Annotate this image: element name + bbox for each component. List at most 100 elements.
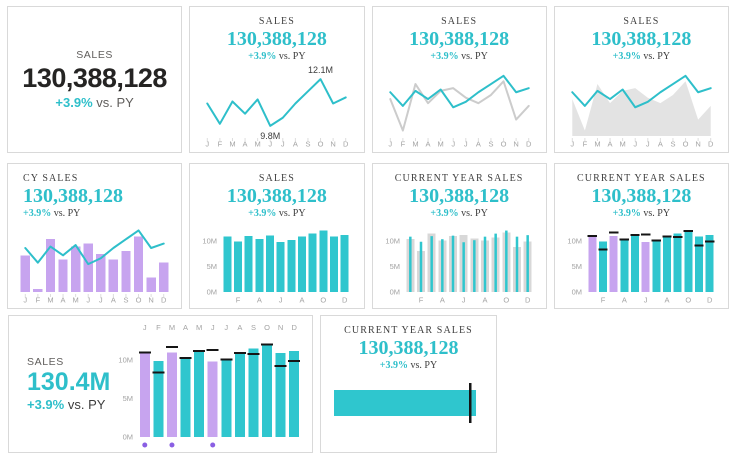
delta-compare: vs. PY <box>643 51 671 62</box>
kpi-delta: +3.9% vs. PY <box>321 360 496 371</box>
kpi-value: 130,388,128 <box>591 185 692 207</box>
svg-text:A: A <box>475 140 480 149</box>
svg-text:A: A <box>658 140 663 149</box>
svg-text:J: J <box>225 323 229 332</box>
svg-text:F: F <box>600 296 605 305</box>
svg-text:10M: 10M <box>119 356 134 365</box>
svg-text:M: M <box>437 140 443 149</box>
svg-text:N: N <box>148 296 153 305</box>
svg-text:J: J <box>388 140 392 149</box>
svg-text:M: M <box>196 323 202 332</box>
svg-text:J: J <box>461 296 465 305</box>
svg-text:M: M <box>619 140 625 149</box>
svg-text:J: J <box>644 296 648 305</box>
data-point-label: 9.8M <box>260 131 280 141</box>
svg-text:J: J <box>281 140 285 149</box>
delta-compare: vs. PY <box>461 208 488 219</box>
kpi-title: SALES <box>27 356 64 369</box>
kpi-card-bars-overlap[interactable]: CURRENT YEAR SALES 130,388,128 +3.9% vs.… <box>371 163 547 309</box>
svg-text:A: A <box>439 296 444 305</box>
svg-text:J: J <box>143 323 147 332</box>
svg-text:D: D <box>161 296 167 305</box>
svg-text:D: D <box>707 296 713 305</box>
svg-text:D: D <box>708 140 714 149</box>
sales-column-chart[interactable]: F A J A O D 10M 5M 0M <box>194 221 353 306</box>
card-header: CURRENT YEAR SALES 130,388,128 +3.9% vs.… <box>555 164 728 219</box>
delta-compare: vs. PY <box>96 94 134 110</box>
delta-compare: vs. PY <box>278 208 306 219</box>
delta-percent: +3.9% <box>379 360 408 371</box>
kpi-value: 130,388,128 <box>409 185 510 207</box>
kpi-delta: +3.9% vs. PY <box>27 397 110 412</box>
kpi-title: SALES <box>258 16 295 27</box>
svg-text:J: J <box>99 296 103 305</box>
sales-line-chart[interactable]: J F M A M J J A S O N D 12.1M 9.8M <box>198 64 355 150</box>
kpi-title: SALES <box>623 16 660 27</box>
kpi-value: 130,388,128 <box>22 63 167 94</box>
kpi-title: SALES <box>258 173 295 184</box>
svg-text:F: F <box>400 140 405 149</box>
svg-text:O: O <box>685 296 691 305</box>
kpi-card-bars-target-large[interactable]: SALES 130.4M +3.9% vs. PY J F M A M J J A S O N D 10… <box>8 315 313 453</box>
delta-compare: vs. PY <box>643 208 671 219</box>
delta-percent: +3.9% <box>612 208 641 219</box>
svg-text:N: N <box>331 140 336 149</box>
kpi-value: 130,388,128 <box>23 185 123 207</box>
svg-text:J: J <box>463 140 467 149</box>
kpi-delta: +3.9% vs. PY <box>190 208 363 219</box>
svg-text:A: A <box>664 296 669 305</box>
svg-text:O: O <box>503 296 509 305</box>
svg-text:5M: 5M <box>571 262 581 271</box>
svg-text:S: S <box>251 323 256 332</box>
card-header: CURRENT YEAR SALES 130,388,128 +3.9% vs.… <box>321 316 496 371</box>
svg-text:M: M <box>594 140 600 149</box>
sales-target-column-chart[interactable]: F A J A O D 10M 5M 0M <box>559 221 718 306</box>
dashboard-row-1: SALES 130,388,128 +3.9% vs. PY SALES 130… <box>7 6 729 153</box>
svg-text:5M: 5M <box>123 394 133 403</box>
delta-compare: vs. PY <box>410 360 438 371</box>
kpi-card-bars-target[interactable]: CURRENT YEAR SALES 130,388,128 +3.9% vs.… <box>553 163 729 309</box>
svg-text:J: J <box>269 140 273 149</box>
kpi-value: 130.4M <box>27 368 111 397</box>
svg-text:M: M <box>73 296 79 305</box>
delta-percent: +3.9% <box>248 208 277 219</box>
kpi-delta: +3.9% vs. PY <box>555 208 728 219</box>
kpi-delta: +3.9% vs. PY <box>555 51 728 62</box>
delta-percent: +3.9% <box>612 51 641 62</box>
sales-bullet-bar-chart[interactable] <box>334 380 476 426</box>
sales-target-column-chart-large[interactable]: J F M A M J J A S O N D 10M 5M 0M <box>110 320 304 450</box>
card-header: CURRENT YEAR SALES 130,388,128 +3.9% vs.… <box>373 164 546 219</box>
delta-percent: +3.9% <box>248 51 277 62</box>
svg-text:J: J <box>451 140 455 149</box>
kpi-value: 130,388,128 <box>358 337 459 359</box>
svg-text:D: D <box>292 323 298 332</box>
svg-text:N: N <box>513 140 518 149</box>
svg-text:M: M <box>169 323 175 332</box>
svg-text:5M: 5M <box>389 262 399 271</box>
svg-text:J: J <box>570 140 574 149</box>
svg-text:D: D <box>343 140 349 149</box>
kpi-title: CURRENT YEAR SALES <box>577 173 706 184</box>
svg-text:F: F <box>418 296 423 305</box>
svg-text:N: N <box>695 140 700 149</box>
kpi-text-block: SALES 130,388,128 +3.9% vs. PY <box>22 49 167 109</box>
svg-text:A: A <box>482 296 487 305</box>
sales-overlap-column-chart[interactable]: F A J A O D 10M 5M 0M <box>377 221 536 306</box>
svg-text:N: N <box>278 323 283 332</box>
kpi-card-bullet[interactable]: CURRENT YEAR SALES 130,388,128 +3.9% vs.… <box>320 315 497 453</box>
delta-percent: +3.9% <box>23 208 52 219</box>
delta-compare: vs. PY <box>461 51 488 62</box>
kpi-title: SALES <box>76 49 114 62</box>
kpi-card-plain[interactable]: SALES 130,388,128 +3.9% vs. PY <box>7 6 183 153</box>
kpi-delta: +3.9% vs. PY <box>373 51 546 62</box>
kpi-card-bars[interactable]: SALES 130,388,128 +3.9% vs. PY F A J A O D 10M… <box>189 163 365 309</box>
svg-text:J: J <box>633 140 637 149</box>
